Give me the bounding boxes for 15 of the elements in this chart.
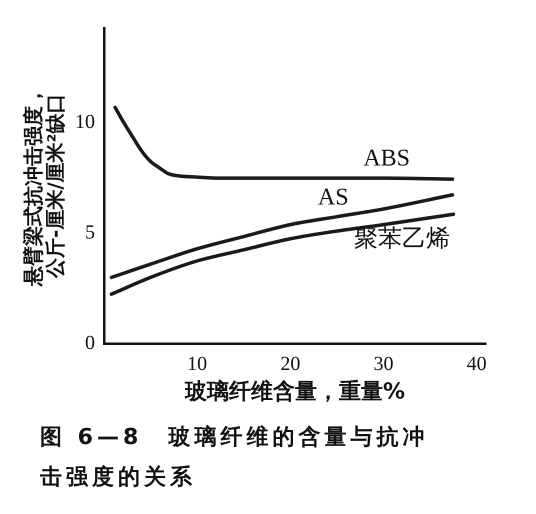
y-axis-title: 悬臂梁式抗冲击强度，公斤-厘米/厘米²缺口 (21, 86, 68, 287)
x-tick-label: 30 (374, 352, 394, 375)
x-tick-label: 40 (466, 352, 487, 375)
y-tick-label: 10 (75, 111, 95, 134)
series-label: AS (318, 184, 349, 211)
series-label: ABS (363, 145, 410, 172)
series-label: 聚苯乙烯 (354, 226, 450, 252)
x-tick-label: 10 (187, 352, 208, 375)
caption: 图 6—8 玻璃纤维的含量与抗冲击强度的关系 (40, 424, 430, 492)
y-tick-label: 5 (85, 222, 95, 244)
line-series (110, 212, 456, 296)
x-tick-label: 20 (280, 352, 300, 375)
x-axis-title: 玻璃纤维含量，重量% (184, 378, 406, 405)
y-tick-label: 0 (85, 332, 95, 354)
line-series (113, 106, 454, 181)
